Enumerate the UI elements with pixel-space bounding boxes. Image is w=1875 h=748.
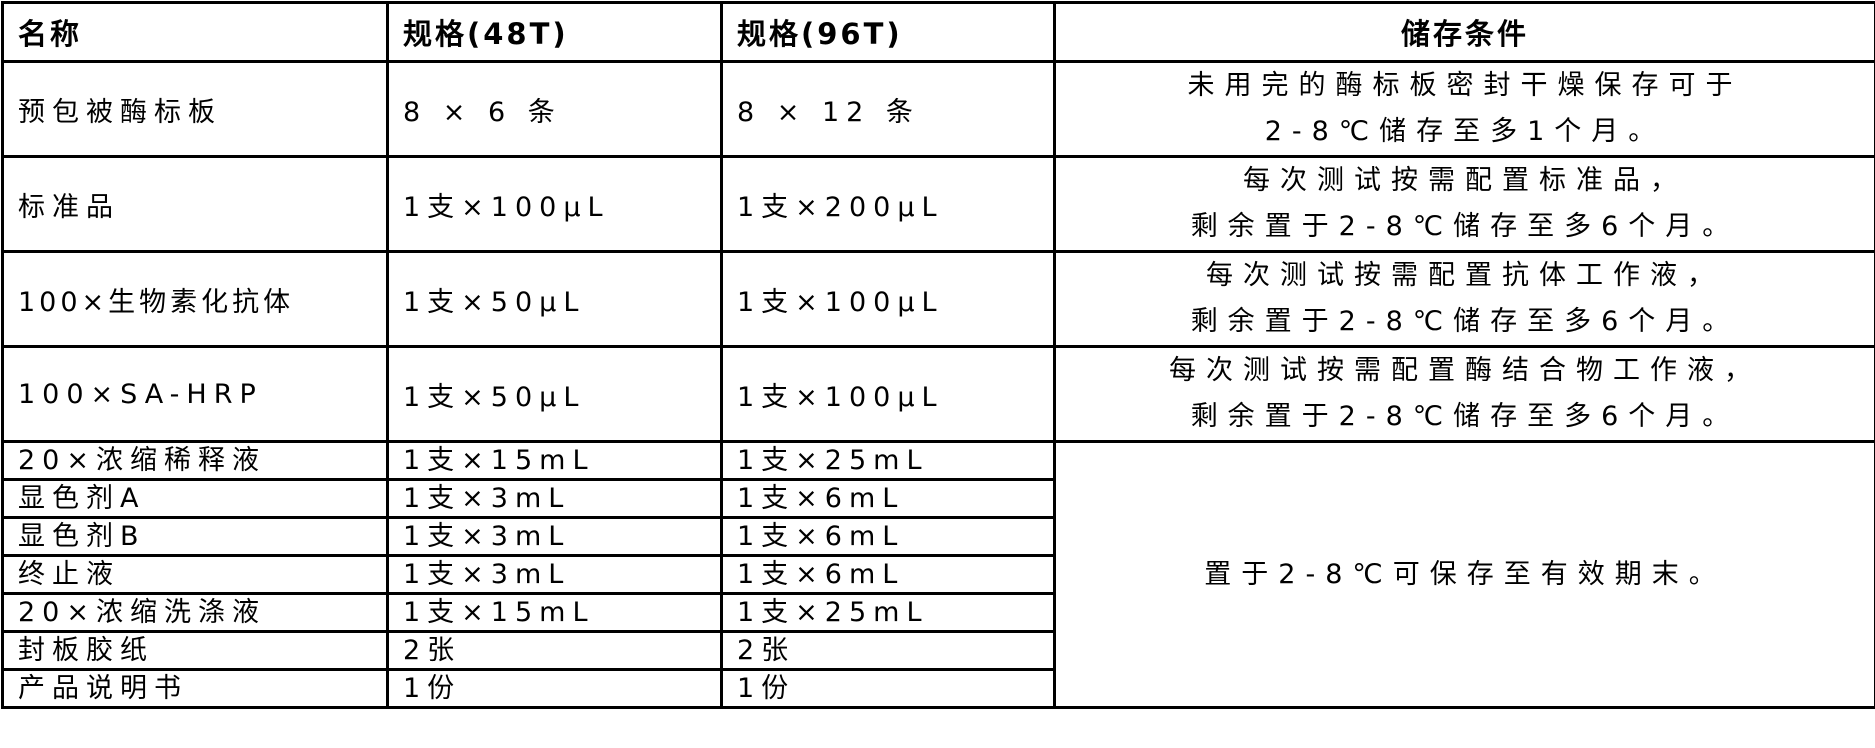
storage-line: 每次测试按需配置标准品， <box>1056 158 1874 204</box>
cell-spec-48t: 1支×50μL <box>388 347 722 442</box>
header-storage: 储存条件 <box>1055 3 1875 62</box>
cell-name: 封板胶纸 <box>3 632 388 670</box>
cell-spec-48t: 1支×15mL <box>388 594 722 632</box>
cell-name: 终止液 <box>3 556 388 594</box>
header-spec-48t: 规格(48T) <box>388 3 722 62</box>
cell-spec-96t: 1支×6mL <box>722 556 1055 594</box>
header-spec-96t: 规格(96T) <box>722 3 1055 62</box>
storage-line: 2-8℃储存至多1个月。 <box>1056 109 1874 155</box>
cell-storage: 每次测试按需配置标准品，剩余置于2-8℃储存至多6个月。 <box>1055 157 1875 252</box>
cell-spec-48t: 1支×3mL <box>388 518 722 556</box>
cell-storage: 每次测试按需配置酶结合物工作液，剩余置于2-8℃储存至多6个月。 <box>1055 347 1875 442</box>
cell-spec-48t: 1支×100μL <box>388 157 722 252</box>
header-row: 名称 规格(48T) 规格(96T) 储存条件 <box>3 3 1875 62</box>
cell-spec-96t: 1支×6mL <box>722 518 1055 556</box>
cell-spec-96t: 1支×6mL <box>722 480 1055 518</box>
cell-spec-48t: 8 × 6 条 <box>388 62 722 157</box>
cell-spec-96t: 1支×25mL <box>722 594 1055 632</box>
cell-spec-48t: 1支×15mL <box>388 442 722 480</box>
cell-name: 产品说明书 <box>3 670 388 708</box>
cell-spec-48t: 1份 <box>388 670 722 708</box>
kit-components-table: 名称 规格(48T) 规格(96T) 储存条件 预包被酶标板 8 × 6 条 8… <box>1 1 1875 709</box>
storage-line: 每次测试按需配置抗体工作液， <box>1056 253 1874 299</box>
storage-line: 剩余置于2-8℃储存至多6个月。 <box>1056 394 1874 440</box>
cell-name: 20×浓缩稀释液 <box>3 442 388 480</box>
cell-name: 100×SA-HRP <box>3 347 388 442</box>
cell-spec-48t: 1支×3mL <box>388 556 722 594</box>
storage-line: 剩余置于2-8℃储存至多6个月。 <box>1056 204 1874 250</box>
cell-spec-96t: 8 × 12 条 <box>722 62 1055 157</box>
cell-spec-96t: 2张 <box>722 632 1055 670</box>
table-row: 100×SA-HRP 1支×50μL 1支×100μL 每次测试按需配置酶结合物… <box>3 347 1875 442</box>
cell-name: 100×生物素化抗体 <box>3 252 388 347</box>
cell-name: 20×浓缩洗涤液 <box>3 594 388 632</box>
cell-spec-48t: 1支×50μL <box>388 252 722 347</box>
header-name: 名称 <box>3 3 388 62</box>
table-row: 标准品 1支×100μL 1支×200μL 每次测试按需配置标准品，剩余置于2-… <box>3 157 1875 252</box>
cell-name: 预包被酶标板 <box>3 62 388 157</box>
table-row: 20×浓缩稀释液 1支×15mL 1支×25mL 置于2-8℃可保存至有效期末。 <box>3 442 1875 480</box>
cell-storage: 每次测试按需配置抗体工作液，剩余置于2-8℃储存至多6个月。 <box>1055 252 1875 347</box>
cell-name: 显色剂B <box>3 518 388 556</box>
cell-spec-96t: 1支×100μL <box>722 252 1055 347</box>
cell-shared-storage: 置于2-8℃可保存至有效期末。 <box>1055 442 1875 708</box>
cell-spec-48t: 2张 <box>388 632 722 670</box>
cell-spec-96t: 1支×25mL <box>722 442 1055 480</box>
cell-spec-48t: 1支×3mL <box>388 480 722 518</box>
cell-name: 显色剂A <box>3 480 388 518</box>
cell-spec-96t: 1支×200μL <box>722 157 1055 252</box>
storage-line: 未用完的酶标板密封干燥保存可于 <box>1056 63 1874 109</box>
storage-line: 剩余置于2-8℃储存至多6个月。 <box>1056 299 1874 345</box>
cell-spec-96t: 1份 <box>722 670 1055 708</box>
cell-spec-96t: 1支×100μL <box>722 347 1055 442</box>
storage-line: 每次测试按需配置酶结合物工作液， <box>1056 348 1874 394</box>
cell-name: 标准品 <box>3 157 388 252</box>
table-row: 100×生物素化抗体 1支×50μL 1支×100μL 每次测试按需配置抗体工作… <box>3 252 1875 347</box>
